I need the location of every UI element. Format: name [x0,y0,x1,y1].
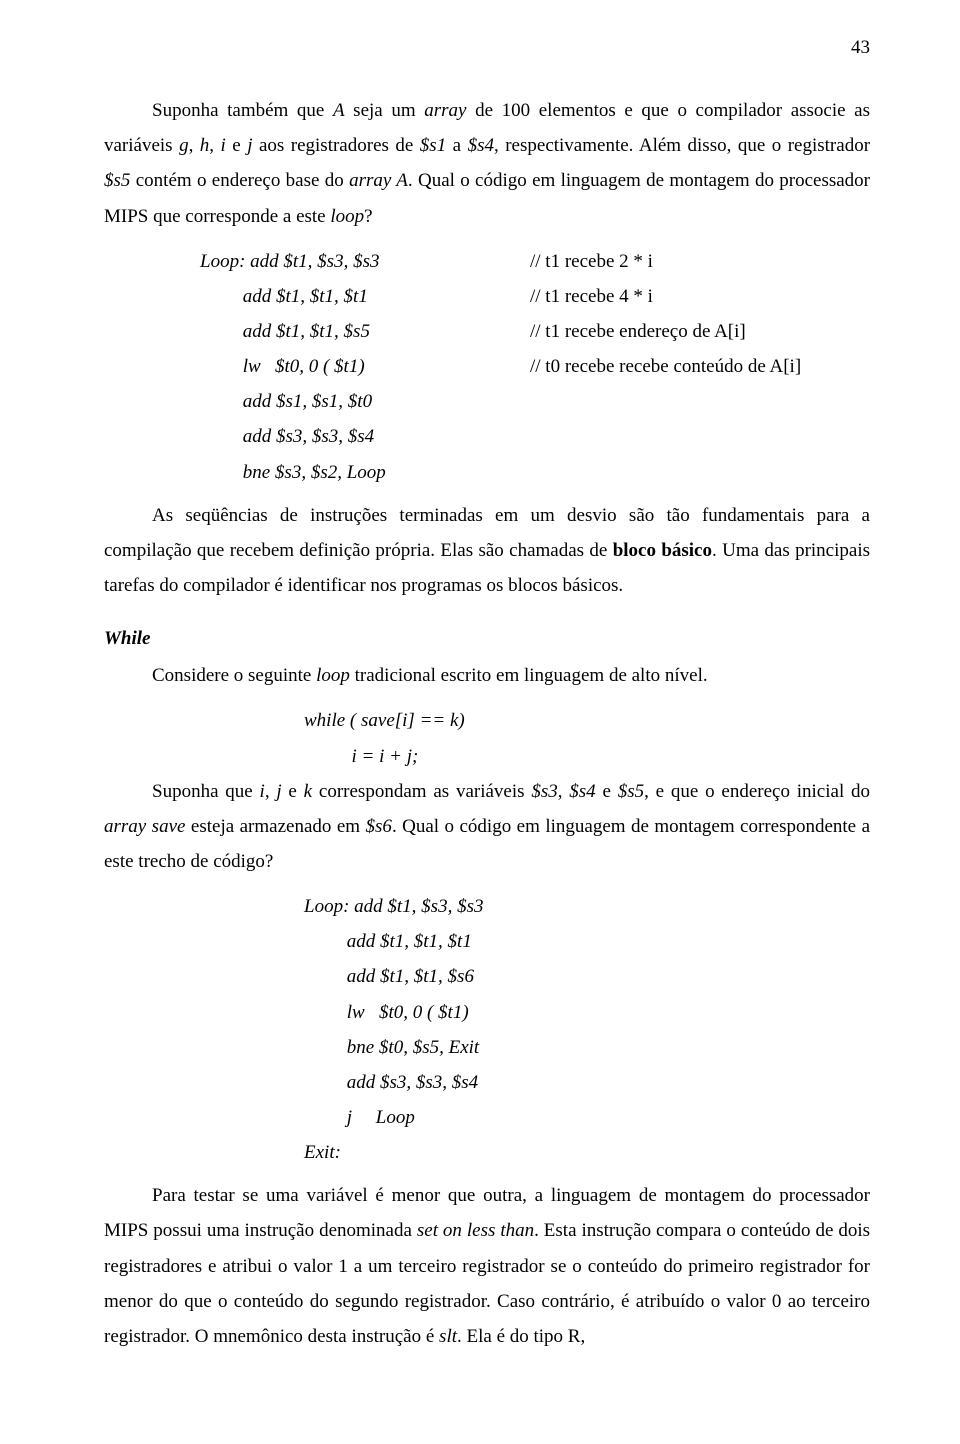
text: . Ela é do tipo R, [457,1326,585,1347]
text: array [424,100,466,121]
text: $s5 [104,170,130,191]
text: $s6 [366,816,392,837]
code-left: Loop: add $t1, $s3, $s3 [104,244,530,279]
text: e [282,781,304,802]
text: e [596,781,618,802]
text: bloco básico [613,540,712,561]
text: array save [104,816,185,837]
code-comment: // t1 recebe 2 * i [530,244,653,279]
text: , respectivamente. Além disso, que o reg… [494,135,870,156]
code-row: Loop: add $t1, $s3, $s3// t1 recebe 2 * … [104,244,870,279]
code-left: add $t1, $t1, $s6 [104,959,474,994]
text: correspondam as variáveis [312,781,531,802]
text: , [265,781,277,802]
code-left: lw $t0, 0 ( $t1) [104,995,469,1030]
text: seja um [345,100,425,121]
code-left: add $t1, $t1, $s5 [104,314,530,349]
code-row: Exit: [104,1135,870,1170]
text: $s1 [420,135,446,156]
code-row: add $s1, $s1, $t0 [104,384,870,419]
code-left: add $t1, $t1, $t1 [104,924,472,959]
code-block-2: Loop: add $t1, $s3, $s3 add $t1, $t1, $t… [104,889,870,1170]
paragraph-4: Suponha que i, j e k correspondam as var… [104,774,870,879]
code-row: bne $t0, $s5, Exit [104,1030,870,1065]
text: Considere o seguinte [152,665,316,686]
text: contém o endereço base do [130,170,349,191]
code-row: bne $s3, $s2, Loop [104,455,870,490]
text: $s4 [468,135,494,156]
code-row: lw $t0, 0 ( $t1) [104,995,870,1030]
code-row: add $t1, $t1, $s6 [104,959,870,994]
paragraph-2: As seqüências de instruções terminadas e… [104,498,870,603]
text: $s5 [618,781,644,802]
text: aos registradores de [252,135,419,156]
text: $s4 [569,781,595,802]
text: loop [330,206,364,227]
code-row: lw $t0, 0 ( $t1)// t0 recebe recebe cont… [104,349,870,384]
while-code-line: while ( save[i] == k) [104,703,870,738]
code-comment: // t1 recebe endereço de A[i] [530,314,746,349]
code-left: Loop: add $t1, $s3, $s3 [104,889,483,924]
code-row: j Loop [104,1100,870,1135]
code-row: add $s3, $s3, $s4 [104,1065,870,1100]
text: k [304,781,312,802]
code-row: add $s3, $s3, $s4 [104,419,870,454]
text: , e que o endereço inicial do [644,781,870,802]
text: , [558,781,570,802]
code-row: add $t1, $t1, $t1// t1 recebe 4 * i [104,279,870,314]
text: a [446,135,467,156]
page-number: 43 [104,30,870,65]
text: , [209,135,220,156]
text: tradicional escrito em linguagem de alto… [350,665,708,686]
text: ? [364,206,372,227]
code-row: add $t1, $t1, $t1 [104,924,870,959]
code-left: j Loop [104,1100,415,1135]
text: h [200,135,210,156]
text: esteja armazenado em [185,816,365,837]
text: $s3 [531,781,557,802]
code-row: add $t1, $t1, $s5// t1 recebe endereço d… [104,314,870,349]
text: set on less than [417,1220,534,1241]
text: Suponha também que [152,100,333,121]
text: , [189,135,200,156]
paragraph-5: Para testar se uma variável é menor que … [104,1178,870,1354]
text: loop [316,665,350,686]
section-heading-while: While [104,621,870,656]
code-left: bne $s3, $s2, Loop [104,455,530,490]
code-left: add $s1, $s1, $t0 [104,384,530,419]
code-block-1: Loop: add $t1, $s3, $s3// t1 recebe 2 * … [104,244,870,490]
code-left: add $s3, $s3, $s4 [104,419,530,454]
code-left: Exit: [104,1135,341,1170]
paragraph-3: Considere o seguinte loop tradicional es… [104,658,870,693]
while-code-line: i = i + j; [104,739,870,774]
code-row: Loop: add $t1, $s3, $s3 [104,889,870,924]
code-comment: // t0 recebe recebe conteúdo de A[i] [530,349,801,384]
paragraph-1: Suponha também que A seja um array de 10… [104,93,870,234]
text: slt [439,1326,457,1347]
code-left: add $s3, $s3, $s4 [104,1065,478,1100]
code-left: lw $t0, 0 ( $t1) [104,349,530,384]
text: Suponha que [152,781,260,802]
text: g [179,135,189,156]
text: array A [349,170,408,191]
text: e [226,135,247,156]
code-left: bne $t0, $s5, Exit [104,1030,479,1065]
code-comment: // t1 recebe 4 * i [530,279,653,314]
code-left: add $t1, $t1, $t1 [104,279,530,314]
text: A [333,100,345,121]
